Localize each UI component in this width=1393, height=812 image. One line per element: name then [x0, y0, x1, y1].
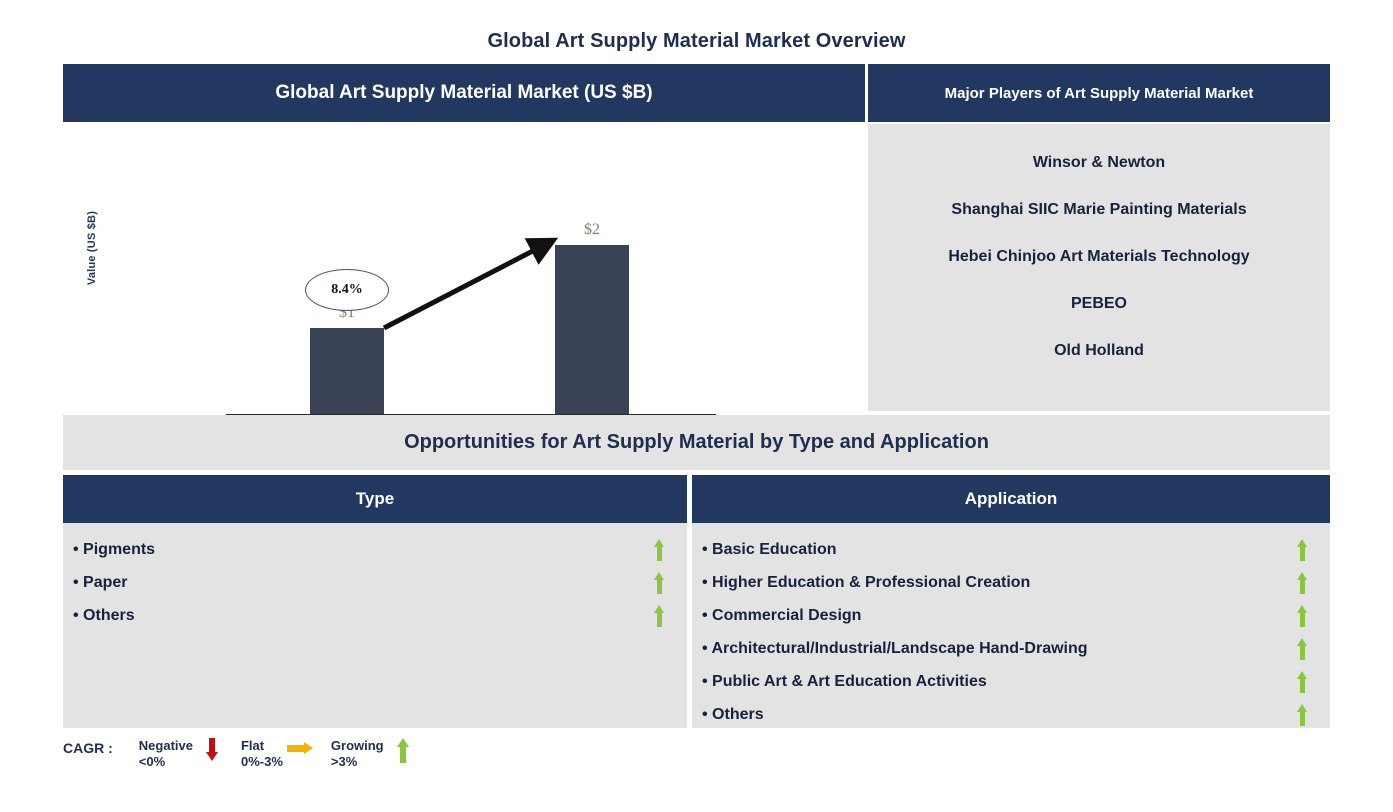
legend-flat: Flat 0%-3%	[241, 738, 321, 770]
cagr-arrow-icon	[382, 237, 559, 331]
application-column-header: Application	[692, 475, 1330, 523]
list-item: • Paper	[63, 570, 687, 603]
type-item-label: • Pigments	[73, 541, 156, 558]
growing-arrow-icon	[1297, 638, 1308, 660]
application-item-label: • Higher Education & Professional Creati…	[702, 574, 1031, 591]
list-item: • Higher Education & Professional Creati…	[692, 570, 1330, 603]
growing-arrow-icon	[1297, 605, 1308, 627]
chart-panel-header: Global Art Supply Material Market (US $B…	[63, 64, 865, 122]
application-item-label: • Others	[702, 706, 764, 723]
type-item-label: • Paper	[73, 574, 128, 591]
growing-arrow-icon	[1297, 572, 1308, 594]
growing-arrow-icon	[388, 738, 418, 770]
market-chart-panel: Global Art Supply Material Market (US $B…	[63, 64, 865, 465]
list-item: • Others	[63, 603, 687, 636]
bar-2035	[555, 245, 629, 414]
type-list: • Pigments • Paper • Others	[63, 523, 687, 728]
list-item: • Public Art & Art Education Activities	[692, 669, 1330, 702]
legend-growing: Growing >3%	[331, 738, 422, 770]
players-list: Winsor & Newton Shanghai SIIC Marie Pain…	[868, 124, 1330, 411]
type-column-header: Type	[63, 475, 687, 523]
growing-arrow-icon	[1297, 539, 1308, 561]
legend-growing-label: Growing	[330, 738, 384, 753]
legend-flat-label: Flat	[240, 738, 265, 753]
opportunities-banner: Opportunities for Art Supply Material by…	[63, 415, 1330, 470]
list-item: • Commercial Design	[692, 603, 1330, 636]
type-item-label: • Others	[73, 607, 135, 624]
flat-arrow-icon	[286, 738, 317, 770]
cagr-legend: CAGR : Negative <0% Flat 0%-3% Growing >…	[63, 738, 432, 784]
cagr-legend-title: CAGR :	[63, 740, 113, 756]
major-players-panel: Major Players of Art Supply Material Mar…	[868, 64, 1330, 411]
list-item: • Basic Education	[692, 537, 1330, 570]
list-item: Old Holland	[1054, 342, 1144, 359]
legend-growing-range: >3%	[330, 754, 358, 769]
legend-negative: Negative <0%	[139, 738, 231, 770]
application-list: • Basic Education • Higher Education & P…	[692, 523, 1330, 728]
application-item-label: • Public Art & Art Education Activities	[702, 673, 987, 690]
cagr-badge: 8.4%	[305, 269, 389, 311]
growing-arrow-icon	[1297, 704, 1308, 726]
legend-negative-label: Negative	[138, 738, 193, 753]
growing-arrow-icon	[1297, 671, 1308, 693]
list-item: • Architectural/Industrial/Landscape Han…	[692, 636, 1330, 669]
application-column: Application • Basic Education • Higher E…	[692, 475, 1330, 728]
list-item: • Pigments	[63, 537, 687, 570]
legend-negative-range: <0%	[138, 754, 166, 769]
page-title: Global Art Supply Material Market Overvi…	[487, 30, 906, 52]
negative-arrow-icon	[197, 738, 227, 770]
legend-flat-range: 0%-3%	[240, 754, 283, 769]
chart-plot: $1 $2 8.4% 2026 2035	[63, 122, 865, 437]
application-item-label: • Architectural/Industrial/Landscape Han…	[702, 640, 1088, 657]
list-item: Shanghai SIIC Marie Painting Materials	[951, 201, 1247, 218]
legend-flat-text: Flat 0%-3%	[241, 738, 283, 770]
list-item: Hebei Chinjoo Art Materials Technology	[948, 248, 1250, 265]
type-column: Type • Pigments • Paper • Others	[63, 475, 687, 728]
chart-area: Value (US $B) $1 $2 8.4% 2026 2	[63, 122, 865, 465]
application-item-label: • Basic Education	[702, 541, 837, 558]
players-panel-header: Major Players of Art Supply Material Mar…	[868, 64, 1330, 122]
growing-arrow-icon	[654, 539, 665, 561]
list-item: Winsor & Newton	[1032, 154, 1166, 171]
application-item-label: • Commercial Design	[702, 607, 862, 624]
growing-arrow-icon	[654, 572, 665, 594]
list-item: PEBEO	[1070, 295, 1127, 312]
bar-2026	[310, 328, 384, 414]
growing-arrow-icon	[654, 605, 665, 627]
bar-value-2035: $2	[584, 221, 600, 238]
list-item: • Others	[692, 702, 1330, 735]
legend-growing-text: Growing >3%	[331, 738, 384, 770]
legend-negative-text: Negative <0%	[139, 738, 193, 770]
